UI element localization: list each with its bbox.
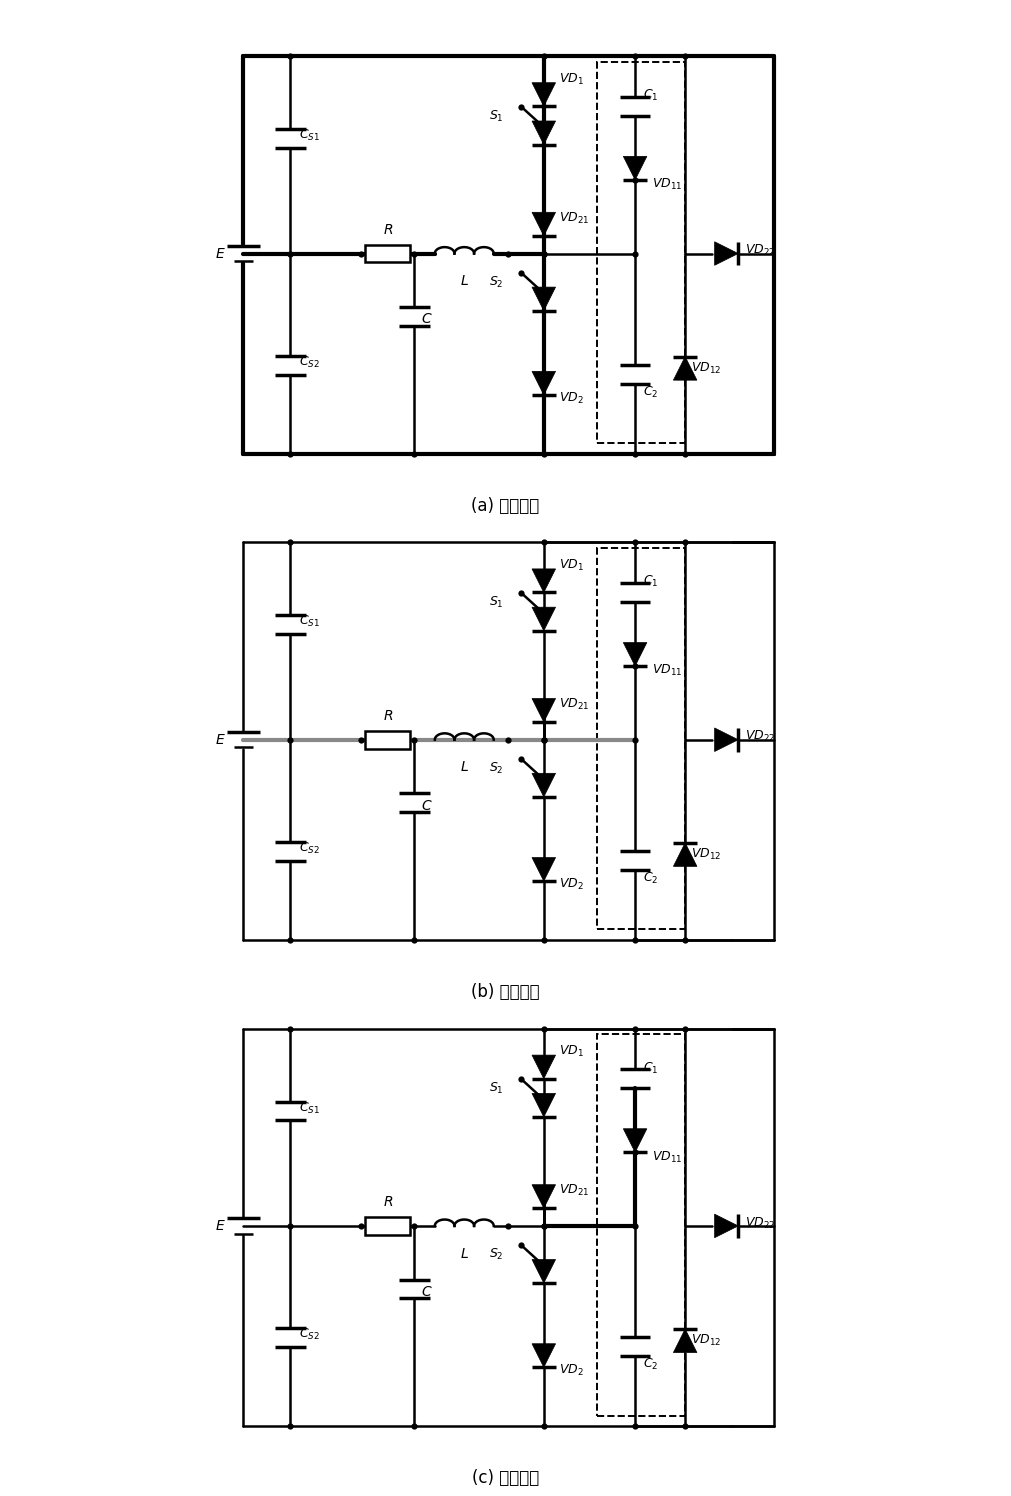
Text: $E$: $E$ xyxy=(215,247,225,260)
Polygon shape xyxy=(673,356,697,380)
Polygon shape xyxy=(715,242,738,265)
Text: $R$: $R$ xyxy=(382,223,393,236)
Text: (a) 导通模式: (a) 导通模式 xyxy=(471,497,540,515)
Bar xyxy=(365,1218,410,1234)
Text: $R$: $R$ xyxy=(382,709,393,723)
Bar xyxy=(596,1035,685,1415)
Text: $C_1$: $C_1$ xyxy=(643,574,659,589)
Text: $VD_1$: $VD_1$ xyxy=(559,1044,584,1059)
Polygon shape xyxy=(532,1260,556,1284)
Text: $C_2$: $C_2$ xyxy=(643,871,659,886)
Text: $C_{S2}$: $C_{S2}$ xyxy=(298,355,319,370)
Polygon shape xyxy=(673,842,697,866)
Text: $VD_1$: $VD_1$ xyxy=(559,72,584,87)
Text: $C_{S2}$: $C_{S2}$ xyxy=(298,1327,319,1342)
Bar xyxy=(596,61,685,443)
Text: $VD_{12}$: $VD_{12}$ xyxy=(692,361,722,375)
Polygon shape xyxy=(532,699,556,723)
Text: $C_2$: $C_2$ xyxy=(643,384,659,399)
Polygon shape xyxy=(673,1328,697,1352)
Polygon shape xyxy=(532,1055,556,1079)
Text: $C_1$: $C_1$ xyxy=(643,1061,659,1076)
Text: $S_2$: $S_2$ xyxy=(489,275,503,290)
Polygon shape xyxy=(532,607,556,631)
Text: $VD_{22}$: $VD_{22}$ xyxy=(745,1215,775,1231)
Text: $L$: $L$ xyxy=(460,1246,469,1261)
Polygon shape xyxy=(532,773,556,797)
Text: $L$: $L$ xyxy=(460,274,469,289)
Text: $C_{S2}$: $C_{S2}$ xyxy=(298,841,319,856)
Text: $L$: $L$ xyxy=(460,760,469,775)
Text: (c) 放电模式: (c) 放电模式 xyxy=(472,1469,539,1487)
Polygon shape xyxy=(532,121,556,145)
Bar xyxy=(365,732,410,748)
Bar xyxy=(596,549,685,929)
Text: $S_1$: $S_1$ xyxy=(489,109,503,124)
Text: $R$: $R$ xyxy=(382,1195,393,1209)
Text: $C$: $C$ xyxy=(422,1285,433,1299)
Polygon shape xyxy=(532,568,556,592)
Text: $C_{S1}$: $C_{S1}$ xyxy=(298,615,319,630)
Text: $VD_{11}$: $VD_{11}$ xyxy=(651,1149,682,1164)
Text: $C_{S1}$: $C_{S1}$ xyxy=(298,1101,319,1116)
Text: $E$: $E$ xyxy=(215,1219,225,1233)
Text: $VD_2$: $VD_2$ xyxy=(559,390,584,405)
Text: $VD_2$: $VD_2$ xyxy=(559,1363,584,1378)
Polygon shape xyxy=(532,1094,556,1118)
Text: $VD_{11}$: $VD_{11}$ xyxy=(651,663,682,678)
Text: $S_1$: $S_1$ xyxy=(489,1082,503,1097)
Text: $VD_{12}$: $VD_{12}$ xyxy=(692,847,722,862)
Text: (b) 充电模式: (b) 充电模式 xyxy=(471,983,540,1001)
Text: $C$: $C$ xyxy=(422,799,433,812)
Bar xyxy=(365,245,410,262)
Text: $E$: $E$ xyxy=(215,733,225,747)
Polygon shape xyxy=(532,1343,556,1367)
Text: $VD_2$: $VD_2$ xyxy=(559,877,584,892)
Text: $VD_1$: $VD_1$ xyxy=(559,558,584,573)
Polygon shape xyxy=(624,156,647,180)
Text: $C_2$: $C_2$ xyxy=(643,1357,659,1372)
Text: $VD_{21}$: $VD_{21}$ xyxy=(559,1183,589,1198)
Polygon shape xyxy=(624,1128,647,1152)
Text: $VD_{22}$: $VD_{22}$ xyxy=(745,242,775,259)
Polygon shape xyxy=(624,643,647,666)
Text: $VD_{22}$: $VD_{22}$ xyxy=(745,729,775,745)
Text: $S_2$: $S_2$ xyxy=(489,761,503,776)
Text: $VD_{21}$: $VD_{21}$ xyxy=(559,211,589,226)
Polygon shape xyxy=(532,287,556,311)
Text: $VD_{12}$: $VD_{12}$ xyxy=(692,1333,722,1348)
Polygon shape xyxy=(532,212,556,236)
Polygon shape xyxy=(715,729,738,751)
Text: $C_{S1}$: $C_{S1}$ xyxy=(298,129,319,144)
Polygon shape xyxy=(715,1215,738,1237)
Polygon shape xyxy=(532,857,556,881)
Polygon shape xyxy=(532,82,556,106)
Text: $S_1$: $S_1$ xyxy=(489,595,503,610)
Polygon shape xyxy=(532,1185,556,1209)
Text: $C_1$: $C_1$ xyxy=(643,88,659,103)
Text: $VD_{11}$: $VD_{11}$ xyxy=(651,177,682,191)
Text: $S_2$: $S_2$ xyxy=(489,1248,503,1263)
Polygon shape xyxy=(532,371,556,395)
Text: $C$: $C$ xyxy=(422,313,433,326)
Text: $VD_{21}$: $VD_{21}$ xyxy=(559,697,589,712)
